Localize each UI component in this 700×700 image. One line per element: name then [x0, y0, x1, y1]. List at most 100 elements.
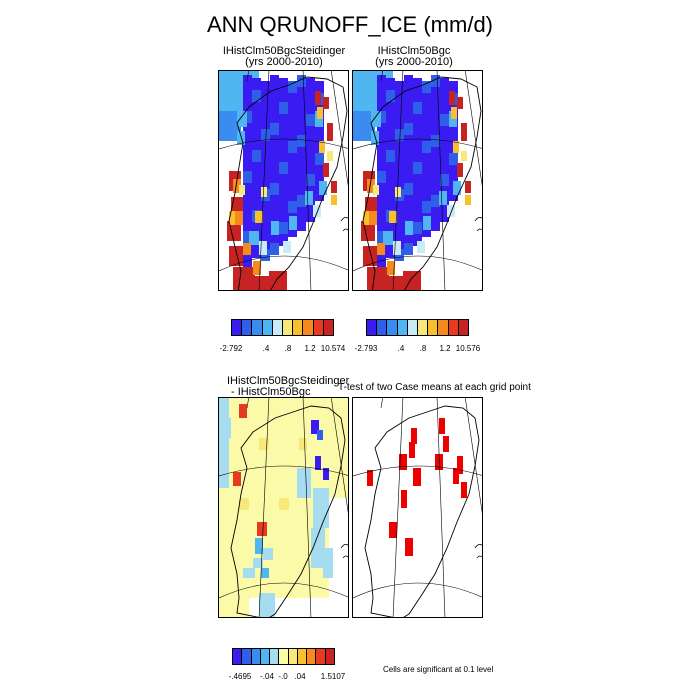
grid-cell	[252, 78, 261, 90]
grid-cell	[371, 111, 381, 127]
grid-cell	[270, 147, 279, 159]
grid-cell	[422, 129, 431, 141]
grid-cell	[399, 454, 407, 470]
greenland-coastline	[228, 76, 348, 290]
grid-cell	[243, 207, 252, 219]
longitude-line	[258, 398, 270, 617]
longitude-line	[392, 71, 404, 290]
grid-cell	[255, 538, 263, 554]
grid-cell	[404, 243, 413, 255]
grid-cell	[261, 568, 269, 578]
greenland-coastline	[364, 405, 480, 617]
grid-cell	[288, 201, 297, 213]
longitude-line	[330, 398, 348, 514]
grid-cell	[237, 111, 247, 127]
grid-cell	[449, 91, 455, 105]
grid-cell	[279, 114, 288, 126]
grid-cell	[386, 222, 395, 234]
grid-cell	[431, 207, 440, 219]
grid-cell	[279, 222, 288, 234]
grid-cell	[317, 430, 323, 440]
grid-cell	[395, 177, 404, 189]
grid-cell	[270, 123, 279, 135]
diff-title-line1: IHistClm50BgcSteidinger	[227, 375, 350, 387]
map-panel-top-left	[218, 70, 349, 291]
grid-cell	[431, 135, 440, 147]
grid-cell	[270, 207, 279, 219]
grid-cell	[404, 231, 413, 243]
grid-cell	[259, 241, 267, 255]
colorbar-tick-label: 1.2	[304, 344, 316, 353]
grid-cell	[270, 75, 279, 87]
grid-cell	[363, 211, 369, 225]
colorbar-tick-label: -.04	[260, 672, 274, 681]
grid-cell	[313, 205, 321, 217]
grid-cell	[297, 87, 306, 99]
grid-cell	[440, 102, 449, 114]
grid-cell	[319, 181, 327, 195]
grid-cell	[279, 186, 288, 198]
map-panel-top-right	[352, 70, 483, 291]
colorbar-tick-label: .8	[419, 344, 427, 353]
grid-cell	[395, 129, 404, 141]
grid-cell	[440, 126, 449, 138]
grid-cell	[422, 189, 431, 201]
grid-cell	[377, 87, 386, 99]
grid-cell	[461, 482, 467, 498]
grid-cell	[252, 150, 261, 162]
grid-cell	[377, 219, 386, 231]
grid-cell	[413, 102, 422, 114]
grid-cell	[306, 174, 315, 186]
grid-cell	[369, 211, 377, 225]
significance-map	[353, 398, 482, 617]
grid-cell	[453, 468, 459, 484]
grid-cell	[319, 141, 325, 153]
grid-cell	[233, 179, 241, 193]
grid-cell	[261, 225, 270, 237]
grid-cell	[297, 123, 306, 135]
grid-cell	[371, 131, 379, 145]
grid-cell	[311, 420, 319, 434]
grid-cell	[297, 468, 311, 498]
grid-cell	[243, 147, 252, 159]
grid-cell	[457, 163, 463, 177]
grid-cell	[431, 87, 440, 99]
grid-cell	[395, 213, 404, 225]
panel-title-top-right: IHistClm50Bgc (yrs 2000-2010)	[344, 46, 484, 68]
grid-cell	[413, 150, 422, 162]
grid-cell	[297, 195, 306, 207]
grid-cell	[401, 490, 407, 508]
grid-cell	[306, 126, 315, 138]
grid-cell	[386, 102, 395, 114]
grid-cell	[413, 90, 422, 102]
grid-cell	[417, 241, 425, 253]
grid-cell	[383, 231, 393, 245]
grid-cell	[440, 114, 449, 126]
grid-cell	[404, 123, 413, 135]
grid-cell	[377, 123, 386, 135]
grid-cell	[297, 183, 306, 195]
longitude-line	[464, 398, 482, 514]
grid-cell	[317, 107, 323, 119]
grid-cell	[377, 243, 385, 255]
grid-cell	[440, 138, 449, 150]
grid-cell	[411, 428, 417, 444]
grid-cell	[243, 159, 252, 171]
grid-cell	[440, 162, 449, 174]
grid-cell	[395, 225, 404, 237]
longitude-line	[436, 398, 446, 617]
grid-cell	[270, 171, 279, 183]
grid-cell	[395, 165, 404, 177]
grid-cell	[243, 135, 252, 147]
grid-cell	[422, 117, 431, 129]
grid-cell	[405, 538, 413, 556]
grid-cell	[386, 126, 395, 138]
latitude-line	[353, 465, 482, 477]
grid-cell	[313, 488, 329, 528]
grid-cell	[279, 126, 288, 138]
grid-cell	[315, 91, 321, 105]
grid-cell	[279, 138, 288, 150]
grid-cell	[255, 211, 263, 223]
grid-cell	[297, 171, 306, 183]
grid-cell	[270, 183, 279, 195]
